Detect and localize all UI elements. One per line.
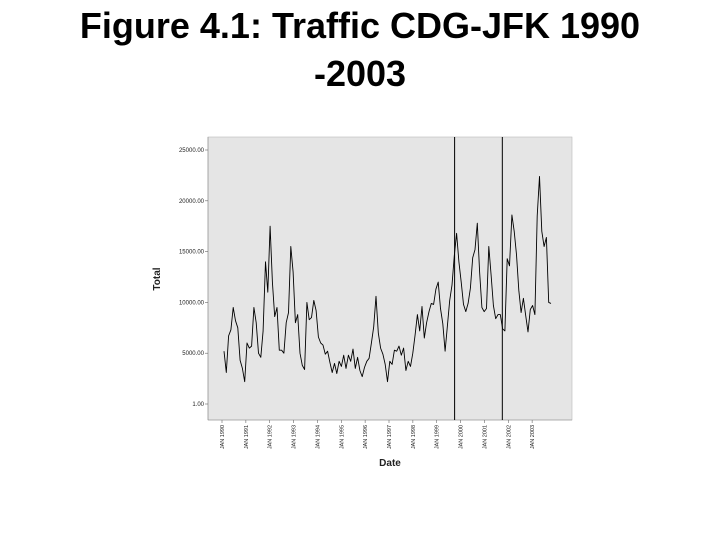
x-tick-label: JAN 1995 (339, 425, 345, 449)
y-axis-title: Total (152, 267, 163, 290)
x-tick-label: JAN 2002 (506, 425, 512, 449)
series-group (223, 175, 552, 383)
x-tick-label: JAN 2000 (459, 425, 465, 449)
y-tick-label: 15000.00 (179, 250, 205, 256)
x-tick-label: JAN 1994 (315, 425, 321, 449)
x-tick-label: JAN 1992 (268, 425, 274, 449)
y-tick-label: 1.00 (192, 402, 204, 408)
x-tick-label: JAN 2001 (482, 425, 488, 449)
y-tick-label: 25000.00 (179, 148, 205, 154)
x-tick-label: JAN 1991 (244, 425, 250, 449)
x-axis-title: Date (379, 458, 401, 469)
y-tick-label: 5000.00 (182, 351, 204, 357)
x-tick-label: JAN 1997 (387, 425, 393, 449)
plot-area (207, 136, 573, 421)
x-tick-label: JAN 1990 (220, 425, 226, 449)
y-tick-label: 10000.00 (179, 300, 205, 306)
slide-title: Figure 4.1: Traffic CDG-JFK 1990 -2003 (79, 5, 641, 94)
x-tick-label: JAN 2003 (530, 425, 536, 449)
y-tick-label: 20000.00 (179, 199, 205, 205)
x-tick-label: JAN 1998 (411, 425, 417, 449)
x-tick-label: JAN 1993 (292, 425, 298, 449)
x-axis: JAN 1990 JAN 1991 JAN 1992 JAN 1993 JAN 1994… (208, 419, 572, 449)
y-axis: 1.00 5000.00 10000.00 15000.00 20000.00 25000… (179, 137, 209, 420)
vertical-markers (454, 137, 503, 420)
x-tick-label: JAN 1999 (435, 425, 441, 449)
series-line (223, 175, 552, 383)
x-tick-label: JAN 1996 (363, 425, 369, 449)
